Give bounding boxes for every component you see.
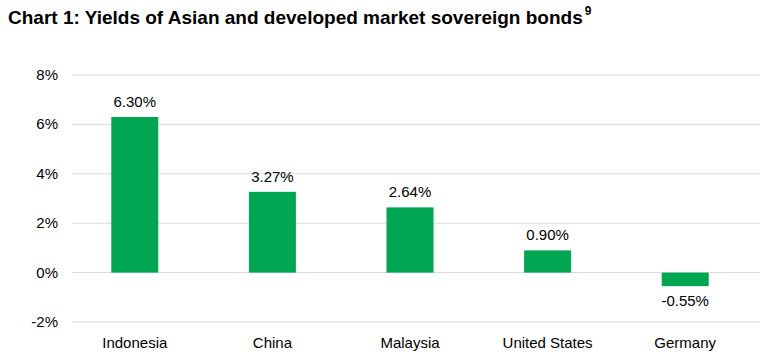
bar (524, 250, 571, 272)
y-tick-label: 6% (36, 115, 58, 132)
bar (249, 192, 296, 273)
grid-line (72, 322, 760, 323)
data-label: 3.27% (251, 168, 294, 185)
data-label: 0.90% (526, 226, 569, 243)
x-tick-label: China (253, 334, 293, 351)
chart-container: Chart 1: Yields of Asian and developed m… (0, 0, 767, 364)
data-label: 6.30% (114, 93, 157, 110)
grid-line (72, 124, 760, 125)
grid (72, 75, 760, 322)
title-footnote: 9 (585, 4, 592, 18)
grid-line (72, 173, 760, 174)
chart-svg: Chart 1: Yields of Asian and developed m… (0, 0, 767, 364)
bars (111, 117, 708, 286)
y-tick-label: 2% (36, 214, 58, 231)
grid-line (72, 75, 760, 76)
x-tick-label: United States (503, 334, 593, 351)
x-tick-label: Malaysia (380, 334, 440, 351)
chart-title: Chart 1: Yields of Asian and developed m… (8, 7, 583, 28)
y-tick-label: -2% (31, 313, 58, 330)
bar (387, 207, 434, 272)
x-tick-label: Germany (654, 334, 716, 351)
bar (111, 117, 158, 273)
y-tick-label: 0% (36, 264, 58, 281)
x-tick-label: Indonesia (102, 334, 168, 351)
y-tick-label: 4% (36, 165, 58, 182)
data-label: -0.55% (661, 292, 709, 309)
y-tick-label: 8% (36, 66, 58, 83)
bar (662, 273, 709, 287)
data-label: 2.64% (389, 183, 432, 200)
